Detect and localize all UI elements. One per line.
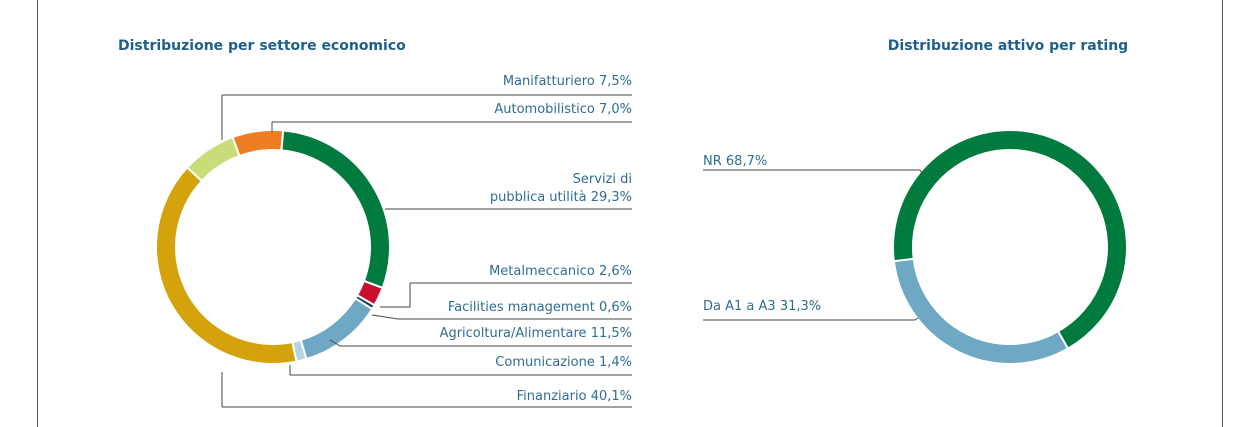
value-label: 1,4% — [598, 355, 632, 370]
segment-label: Automobilistico 7,0% — [494, 101, 632, 119]
value-label: 11,5% — [590, 326, 632, 341]
category-label: Automobilistico — [494, 102, 595, 117]
leader-line — [380, 283, 411, 308]
value-label: 7,5% — [598, 74, 632, 89]
category-label: Facilities management — [447, 300, 595, 315]
category-label: Servizi di pubblica utilità — [489, 172, 632, 205]
category-label: Da A1 a A3 — [703, 299, 776, 314]
donut-segment — [892, 257, 1070, 365]
category-label: Finanziario — [516, 389, 587, 404]
donut-segment — [231, 129, 285, 158]
donut-segment — [892, 129, 1128, 351]
value-label: 2,6% — [598, 264, 632, 279]
value-label: 68,7% — [725, 154, 768, 169]
leader-line — [371, 314, 399, 320]
title-text: Distribuzione per settore economico — [118, 38, 406, 54]
value-label: 40,1% — [590, 389, 632, 404]
leader-line — [329, 339, 341, 347]
value-label: 0,6% — [598, 300, 632, 315]
segment-label: Agricoltura/Alimentare 11,5% — [440, 325, 632, 343]
segment-label: Facilities management 0,6% — [448, 299, 632, 317]
segment-label: Da A1 a A3 31,3% — [703, 298, 821, 316]
value-label: 7,0% — [598, 102, 632, 117]
segment-label: Servizi di pubblica utilità 29,3% — [490, 171, 632, 207]
donut-segment — [280, 129, 391, 290]
frame — [37, 0, 1223, 427]
title-text: Distribuzione attivo per rating — [887, 38, 1129, 54]
category-label: Metalmeccanico — [489, 264, 595, 279]
category-label: Manifatturiero — [502, 74, 595, 89]
segment-label: Metalmeccanico 2,6% — [489, 263, 632, 281]
segment-label: Comunicazione 1,4% — [495, 354, 632, 372]
category-label: NR — [703, 154, 722, 169]
chart-title: Distribuzione per settore economico — [118, 38, 406, 54]
value-label: 29,3% — [590, 190, 632, 205]
chart-title: Distribuzione attivo per rating — [888, 38, 1128, 54]
value-label: 31,3% — [779, 299, 822, 314]
segment-label: NR 68,7% — [703, 153, 767, 171]
segment-label: Finanziario 40,1% — [517, 388, 632, 406]
donut-segment — [299, 297, 374, 361]
category-label: Comunicazione — [495, 355, 595, 370]
leader-line — [919, 169, 923, 174]
category-label: Agricoltura/Alimentare — [439, 326, 587, 341]
donut-segment — [155, 166, 298, 365]
segment-label: Manifatturiero 7,5% — [503, 73, 632, 91]
leader-line — [914, 317, 919, 321]
